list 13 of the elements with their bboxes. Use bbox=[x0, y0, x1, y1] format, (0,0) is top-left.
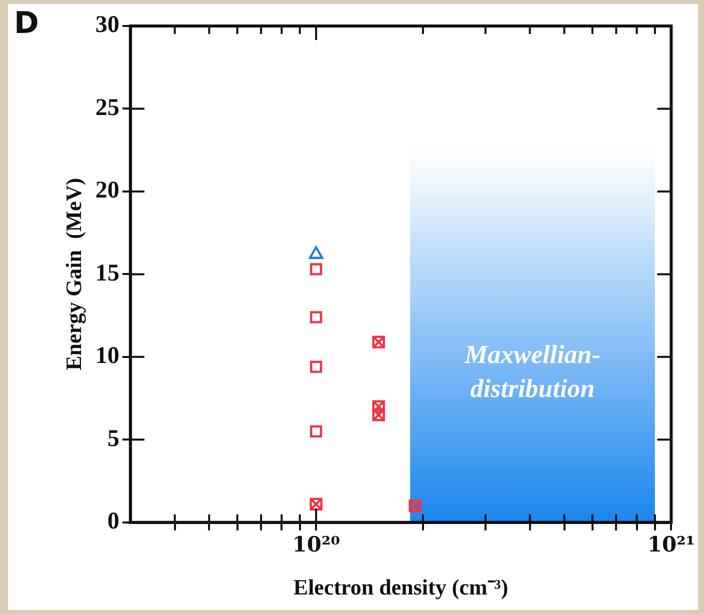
y-tick-label: 30 bbox=[95, 12, 120, 38]
y-axis-title: Energy Gain (MeV) bbox=[60, 178, 86, 370]
band-label: Maxwellian-distribution bbox=[464, 340, 600, 404]
text: D bbox=[14, 6, 39, 41]
y-tick-label: 10 bbox=[95, 343, 120, 370]
x-axis-title: Electron density (cm⁻³) bbox=[293, 574, 508, 600]
y-tick-label: 25 bbox=[95, 94, 120, 121]
x-tick-label: 10²¹ bbox=[647, 531, 696, 556]
y-tick-label: 5 bbox=[107, 426, 120, 452]
x-tick-label: 10²⁰ bbox=[292, 531, 340, 556]
y-tick-label: 20 bbox=[95, 178, 120, 204]
y-tick-label: 15 bbox=[95, 260, 120, 286]
y-tick-label: 0 bbox=[107, 508, 120, 535]
